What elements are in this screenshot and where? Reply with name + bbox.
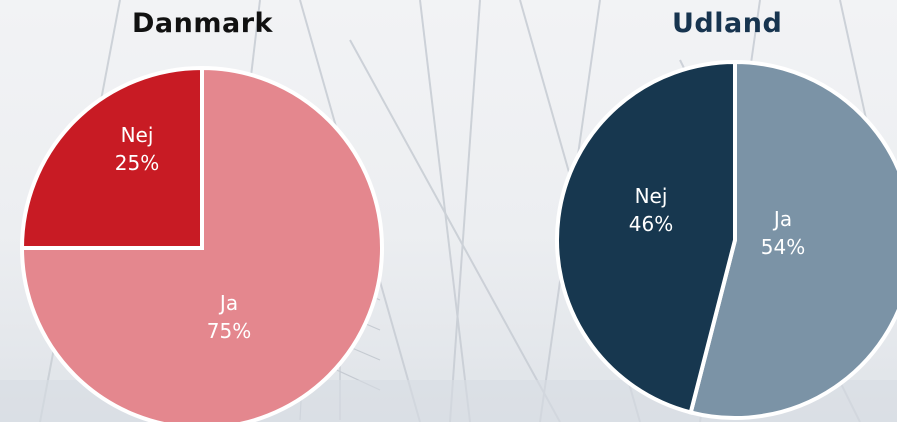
pie-slice-ja-0 xyxy=(19,65,384,422)
slice-value-ja-1: 54% xyxy=(761,235,805,259)
slice-label-ja-1: Ja xyxy=(772,207,792,231)
slice-label-nej-0: Nej xyxy=(121,123,154,147)
slice-label-ja-0: Ja xyxy=(218,291,238,315)
pie-slice-nej-1 xyxy=(555,59,737,415)
chart-title-udland: Udland xyxy=(672,8,783,39)
slice-value-nej-0: 25% xyxy=(115,151,159,175)
slice-value-nej-1: 46% xyxy=(629,212,673,236)
slice-value-ja-0: 75% xyxy=(207,319,251,343)
slice-label-nej-1: Nej xyxy=(635,184,668,208)
pie-slice-nej-0 xyxy=(19,65,204,250)
pie-slice-ja-1 xyxy=(688,59,897,420)
chart-title-danmark: Danmark xyxy=(132,8,273,39)
